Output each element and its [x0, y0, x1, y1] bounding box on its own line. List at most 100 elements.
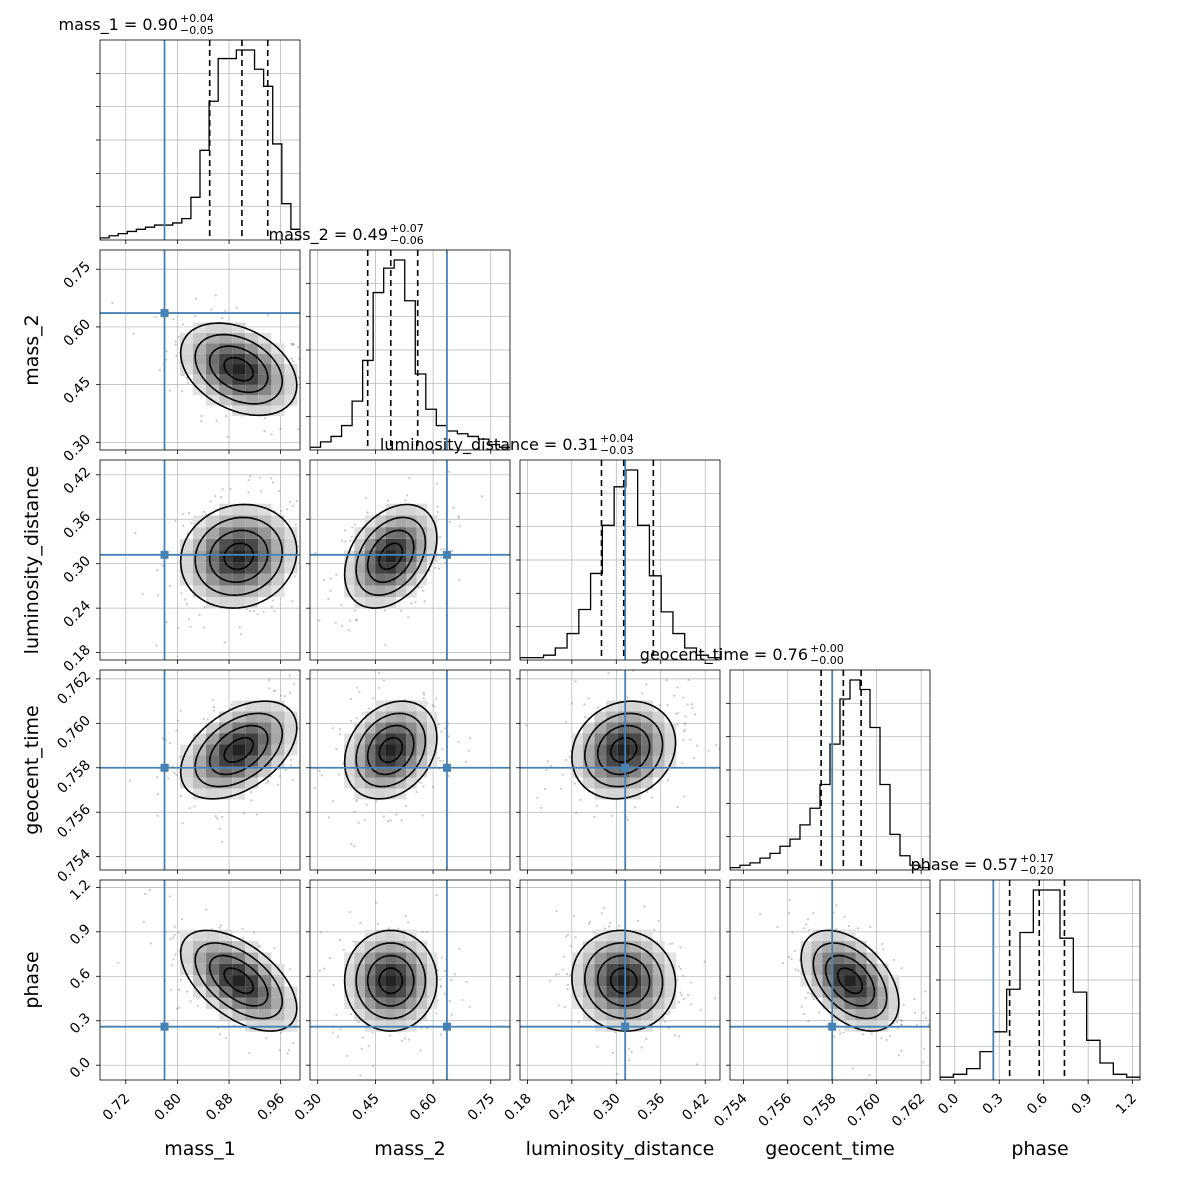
density-cell [427, 744, 438, 756]
density-cell [258, 503, 272, 516]
density-cell [192, 527, 207, 539]
axis-label-x-mass_1: mass_1 [164, 1138, 236, 1160]
density-cell [855, 941, 867, 953]
density-cell [271, 515, 285, 528]
scatter-point [382, 679, 386, 682]
density-cell [617, 929, 630, 942]
density-cell [364, 597, 376, 609]
scatter-point [452, 506, 455, 509]
density-cell [385, 711, 396, 723]
density-cell [232, 405, 246, 416]
scatter-point [922, 1011, 925, 1014]
density-cell [652, 941, 665, 953]
density-cell [271, 527, 285, 539]
scatter-point [218, 827, 221, 830]
scatter-point [364, 496, 367, 499]
density-cell [617, 744, 630, 756]
scatter-point [263, 429, 266, 433]
density-cell [284, 986, 298, 998]
density-cell [844, 975, 856, 987]
scatter-point [673, 1034, 677, 1037]
scatter-point [439, 1033, 442, 1036]
scatter-point [571, 702, 574, 705]
panel-title-minus: −0.06 [390, 234, 424, 247]
scatter-point [682, 998, 685, 1001]
density-cell [811, 952, 823, 964]
density-cell [258, 963, 272, 976]
truth-marker [621, 763, 630, 772]
scatter-point [327, 816, 331, 819]
scatter-point [448, 520, 451, 524]
density-cell [629, 929, 642, 942]
density-cell [406, 744, 417, 756]
density-cell [617, 975, 630, 987]
density-cell [219, 585, 233, 598]
density-cell [571, 766, 583, 778]
scatter-point [117, 961, 120, 964]
scatter-point [804, 923, 808, 926]
scatter-point [419, 781, 422, 784]
density-cell [179, 952, 193, 964]
density-cell [629, 986, 642, 998]
scatter-point [291, 504, 295, 507]
density-cell [245, 550, 259, 563]
density-cell [206, 538, 220, 551]
scatter-point [415, 790, 418, 794]
density-cell [416, 562, 428, 574]
axis-label-y-luminosity_distance: luminosity_distance [21, 466, 43, 655]
scatter-point [157, 594, 160, 597]
panel-title-main: geocent_time = 0.76 [640, 645, 808, 665]
density-cell [192, 562, 207, 574]
scatter-point [339, 1028, 342, 1031]
scatter-point [134, 531, 137, 534]
contour-level-0 [223, 737, 255, 763]
scatter-point [679, 946, 682, 949]
scatter-point [273, 947, 276, 950]
density-cell [617, 733, 630, 745]
contour-level-2 [812, 942, 888, 1020]
density-cell [606, 733, 618, 745]
panel-frame [519, 669, 721, 871]
scatter-point [180, 592, 183, 595]
density-cell [375, 986, 386, 998]
scatter-point [228, 706, 232, 710]
scatter-point [342, 948, 345, 951]
density-cell [232, 395, 246, 406]
scatter-point [817, 1011, 821, 1014]
scatter-point [577, 1020, 581, 1023]
scatter-point [218, 926, 221, 929]
scatter-panel-luminosity_distance-phase [520, 880, 720, 1080]
scatter-point [415, 656, 417, 658]
scatter-point [387, 927, 391, 930]
density-cell [219, 597, 233, 609]
contour-level-1 [208, 954, 269, 1007]
scatter-point [265, 782, 268, 785]
density-cell [258, 700, 272, 712]
density-cell [179, 941, 193, 953]
scatter-point [283, 695, 287, 698]
density-cell [284, 374, 298, 385]
density-cell [206, 585, 220, 598]
scatter-point [611, 814, 614, 818]
contour-level-1 [208, 345, 269, 394]
contour-level-3 [800, 929, 900, 1032]
density-cell [629, 744, 642, 756]
tick-label-y: 0.30 [61, 553, 94, 586]
density-cell [395, 562, 407, 574]
scatter-point [179, 709, 182, 712]
scatter-point [149, 942, 153, 945]
scatter-point [174, 953, 177, 956]
density-cell [258, 395, 272, 406]
density-cell [284, 550, 298, 563]
density-cell [416, 963, 428, 976]
tick-label-x: 0.36 [635, 1091, 668, 1124]
density-cell [571, 744, 583, 756]
density-cell [606, 700, 618, 712]
density-cell [284, 733, 298, 745]
density-cell [375, 766, 386, 778]
density-cell [258, 711, 272, 723]
tick-label-y: 0.60 [61, 316, 94, 349]
density-cell [406, 562, 417, 574]
density-cell [344, 766, 355, 778]
density-cell [284, 711, 298, 723]
